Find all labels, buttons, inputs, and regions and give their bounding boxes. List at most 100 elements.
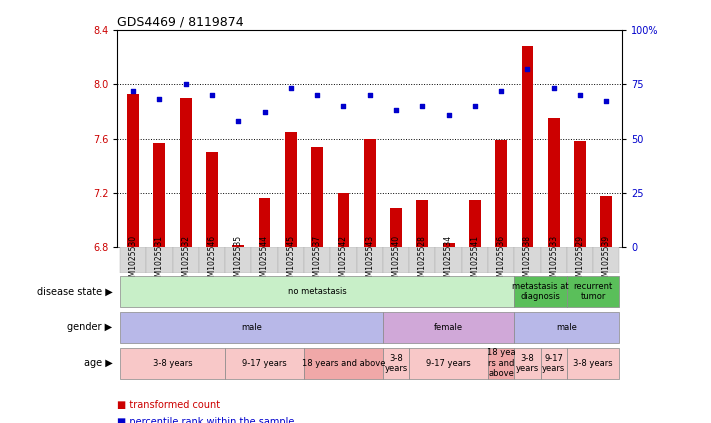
Point — [154, 96, 165, 103]
Point — [443, 111, 454, 118]
Bar — [252, 247, 278, 273]
Bar — [540, 348, 567, 379]
Text: disease state ▶: disease state ▶ — [36, 286, 112, 297]
Bar — [225, 247, 252, 273]
Bar — [278, 247, 304, 273]
Text: ■ transformed count: ■ transformed count — [117, 400, 220, 410]
Point — [522, 66, 533, 72]
Text: GSM1025546: GSM1025546 — [208, 235, 216, 286]
Bar — [574, 141, 586, 247]
Bar — [127, 93, 139, 247]
Text: 18 yea
rs and
above: 18 yea rs and above — [487, 349, 515, 378]
Text: female: female — [434, 323, 463, 332]
Point — [338, 102, 349, 109]
Text: 3-8 years: 3-8 years — [153, 359, 193, 368]
Bar — [199, 247, 225, 273]
Bar — [435, 247, 461, 273]
Point — [574, 92, 586, 99]
Bar — [206, 152, 218, 247]
Point — [364, 92, 375, 99]
Bar — [304, 247, 331, 273]
Point — [180, 81, 191, 88]
Text: recurrent
tumor: recurrent tumor — [574, 282, 613, 301]
Bar — [548, 118, 560, 247]
Point — [469, 102, 481, 109]
Point — [259, 109, 270, 116]
Bar — [522, 46, 533, 247]
Text: 9-17 years: 9-17 years — [426, 359, 471, 368]
Bar — [120, 312, 383, 343]
Bar — [338, 193, 349, 247]
Point — [390, 107, 402, 114]
Text: 3-8
years: 3-8 years — [516, 354, 539, 373]
Bar — [180, 98, 191, 247]
Text: metastasis at
diagnosis: metastasis at diagnosis — [513, 282, 569, 301]
Bar — [514, 312, 619, 343]
Bar — [461, 247, 488, 273]
Bar — [383, 312, 514, 343]
Bar — [357, 247, 383, 273]
Bar — [154, 143, 165, 247]
Bar — [469, 200, 481, 247]
Bar — [567, 276, 619, 307]
Text: GSM1025529: GSM1025529 — [576, 235, 584, 286]
Text: GSM1025538: GSM1025538 — [523, 235, 532, 286]
Bar — [311, 147, 323, 247]
Bar — [417, 200, 428, 247]
Text: GSM1025528: GSM1025528 — [418, 235, 427, 286]
Point — [311, 92, 323, 99]
Text: 3-8 years: 3-8 years — [573, 359, 613, 368]
Text: gender ▶: gender ▶ — [67, 322, 112, 332]
Bar — [173, 247, 199, 273]
Bar — [496, 140, 507, 247]
Text: ■ percentile rank within the sample: ■ percentile rank within the sample — [117, 417, 294, 423]
Text: 9-17
years: 9-17 years — [542, 354, 565, 373]
Text: male: male — [241, 323, 262, 332]
Point — [496, 87, 507, 94]
Point — [127, 87, 139, 94]
Bar — [120, 247, 146, 273]
Point — [285, 85, 296, 92]
Text: 9-17 years: 9-17 years — [242, 359, 287, 368]
Point — [548, 85, 560, 92]
Bar — [514, 247, 540, 273]
Text: GSM1025540: GSM1025540 — [392, 235, 400, 286]
Bar — [600, 196, 612, 247]
Text: 18 years and above: 18 years and above — [301, 359, 385, 368]
Bar — [383, 348, 409, 379]
Text: male: male — [557, 323, 577, 332]
Bar — [514, 276, 567, 307]
Bar — [120, 348, 225, 379]
Bar — [331, 247, 357, 273]
Bar — [567, 247, 593, 273]
Bar — [285, 132, 296, 247]
Bar — [488, 348, 514, 379]
Text: GSM1025543: GSM1025543 — [365, 235, 374, 286]
Bar — [567, 348, 619, 379]
Text: GSM1025537: GSM1025537 — [313, 235, 321, 286]
Text: GSM1025531: GSM1025531 — [155, 235, 164, 286]
Text: no metastasis: no metastasis — [288, 287, 346, 296]
Bar — [409, 348, 488, 379]
Text: GDS4469 / 8119874: GDS4469 / 8119874 — [117, 16, 244, 28]
Bar — [364, 139, 375, 247]
Bar — [225, 348, 304, 379]
Bar — [409, 247, 435, 273]
Text: GSM1025530: GSM1025530 — [129, 235, 138, 286]
Text: GSM1025545: GSM1025545 — [287, 235, 295, 286]
Bar — [120, 276, 514, 307]
Text: GSM1025544: GSM1025544 — [260, 235, 269, 286]
Point — [232, 118, 244, 124]
Point — [206, 92, 218, 99]
Bar — [304, 348, 383, 379]
Text: GSM1025541: GSM1025541 — [471, 235, 479, 286]
Bar — [259, 198, 270, 247]
Text: GSM1025535: GSM1025535 — [234, 235, 242, 286]
Text: age ▶: age ▶ — [83, 358, 112, 368]
Point — [417, 102, 428, 109]
Text: GSM1025536: GSM1025536 — [497, 235, 506, 286]
Bar — [443, 243, 454, 247]
Bar — [540, 247, 567, 273]
Bar — [383, 247, 409, 273]
Text: 3-8
years: 3-8 years — [385, 354, 407, 373]
